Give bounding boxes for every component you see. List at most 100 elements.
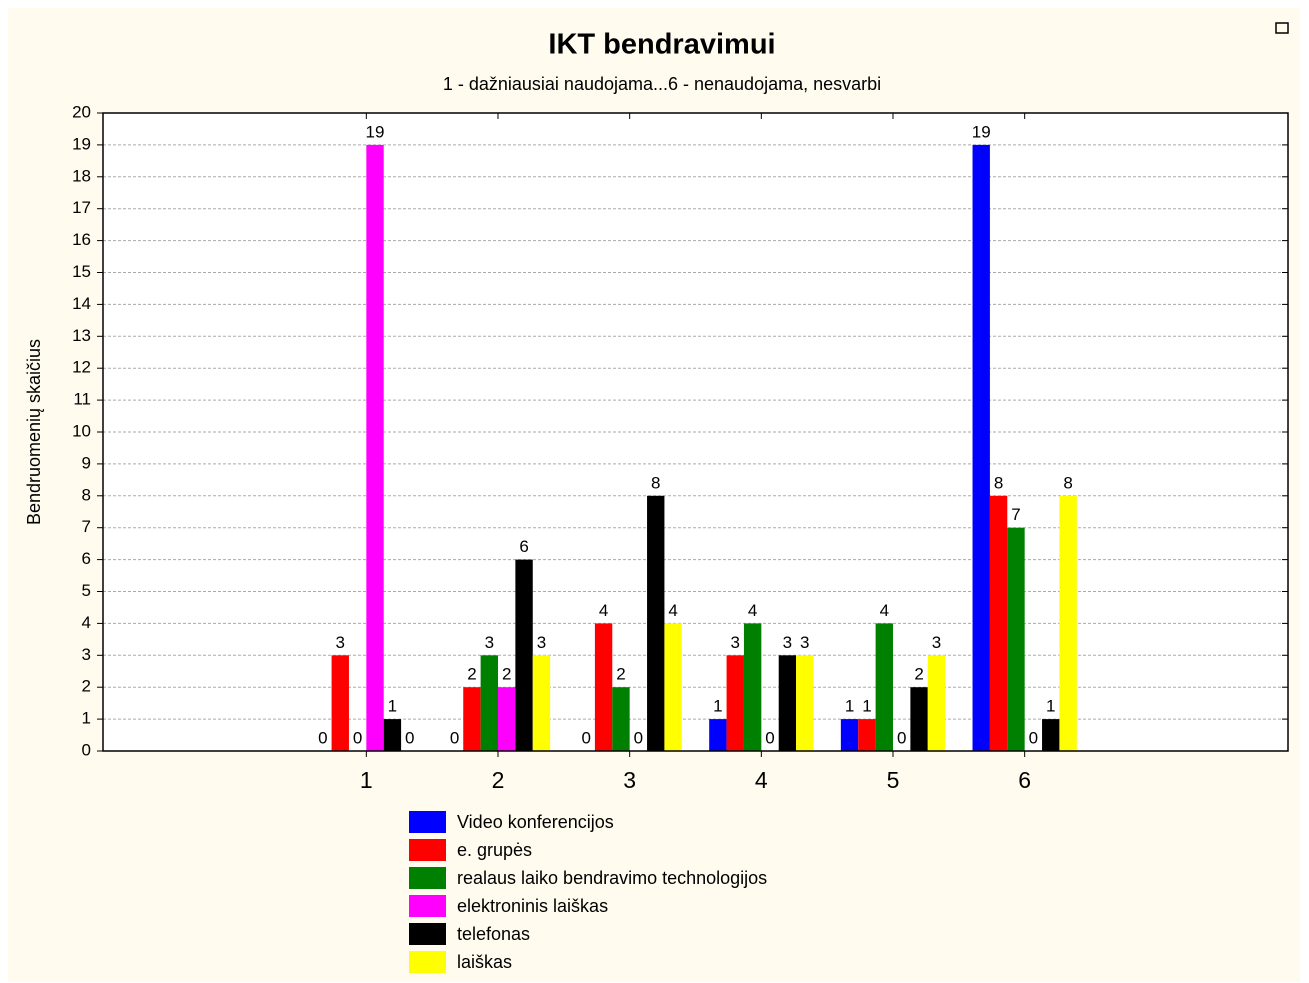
data-label: 0	[897, 728, 906, 747]
plot-frame	[102, 112, 1289, 752]
bar	[778, 655, 797, 751]
legend-swatch	[409, 895, 446, 917]
legend-swatch	[409, 811, 446, 833]
data-label: 3	[783, 633, 792, 652]
data-label: 4	[880, 601, 889, 620]
bar	[612, 687, 630, 751]
bar	[532, 655, 551, 751]
bar	[927, 655, 946, 751]
bar	[726, 655, 744, 751]
bar	[594, 623, 613, 751]
bar	[709, 719, 727, 751]
window-icon	[1275, 22, 1289, 34]
y-tick-label: 7	[82, 517, 91, 536]
bar	[875, 623, 893, 751]
data-label: 3	[336, 633, 345, 652]
y-tick-label: 16	[72, 230, 91, 249]
data-label: 1	[845, 697, 854, 716]
legend-swatch	[409, 867, 446, 889]
data-label: 4	[599, 601, 608, 620]
x-tick-label: 6	[1018, 767, 1031, 793]
y-tick-label: 18	[72, 166, 91, 185]
y-tick-label: 5	[82, 581, 91, 600]
bar	[480, 655, 498, 751]
y-tick-label: 14	[72, 294, 91, 313]
data-label: 4	[668, 601, 677, 620]
y-tick-label: 15	[72, 262, 91, 281]
y-tick-label: 1	[82, 709, 91, 728]
legend-label: telefonas	[457, 924, 530, 944]
data-label: 1	[1046, 697, 1055, 716]
bar	[647, 495, 665, 751]
data-label: 0	[765, 728, 774, 747]
y-tick-label: 19	[72, 134, 91, 153]
data-label: 7	[1011, 505, 1020, 524]
data-label: 8	[651, 473, 660, 492]
y-tick-label: 10	[72, 421, 91, 440]
data-label: 0	[581, 728, 590, 747]
data-label: 0	[353, 728, 362, 747]
data-label: 0	[634, 728, 643, 747]
bar	[1007, 527, 1025, 751]
data-label: 1	[388, 697, 397, 716]
bar	[910, 687, 928, 751]
legend-swatch	[409, 951, 446, 973]
data-label: 3	[731, 633, 740, 652]
data-label: 1	[862, 697, 871, 716]
y-tick-label: 17	[72, 198, 91, 217]
data-label: 3	[537, 633, 546, 652]
legend-label: realaus laiko bendravimo technologijos	[457, 868, 767, 888]
data-label: 2	[467, 665, 476, 684]
data-label: 6	[519, 537, 528, 556]
x-tick-label: 2	[492, 767, 505, 793]
x-tick-label: 3	[623, 767, 636, 793]
x-tick-label: 5	[887, 767, 900, 793]
bar	[1059, 495, 1077, 751]
data-label: 8	[1063, 473, 1072, 492]
y-tick-label: 6	[82, 549, 91, 568]
data-label: 3	[485, 633, 494, 652]
legend-label: elektroninis laiškas	[457, 896, 608, 916]
legend-label: laiškas	[457, 952, 512, 972]
bar	[858, 719, 876, 751]
y-axis-label: Bendruomenių skaičius	[24, 339, 44, 525]
bar	[331, 655, 349, 751]
y-tick-label: 2	[82, 677, 91, 696]
y-tick-label: 12	[72, 358, 91, 377]
data-label: 3	[932, 633, 941, 652]
data-label: 4	[748, 601, 757, 620]
y-tick-label: 8	[82, 485, 91, 504]
y-tick-label: 3	[82, 645, 91, 664]
bar	[366, 144, 384, 751]
x-tick-label: 1	[360, 767, 373, 793]
data-label: 2	[914, 665, 923, 684]
data-label: 19	[972, 122, 991, 141]
bar	[796, 655, 814, 751]
legend-swatch	[409, 839, 446, 861]
y-tick-label: 9	[82, 453, 91, 472]
x-tick-label: 4	[755, 767, 768, 793]
data-label: 3	[800, 633, 809, 652]
bar	[989, 495, 1008, 751]
y-tick-label: 0	[82, 740, 91, 759]
legend-swatch	[409, 923, 446, 945]
y-tick-label: 4	[82, 613, 91, 632]
bar	[840, 719, 859, 751]
data-label: 8	[994, 473, 1003, 492]
data-label: 0	[1029, 728, 1038, 747]
data-label: 1	[713, 697, 722, 716]
bar	[743, 623, 762, 751]
bar	[383, 719, 402, 751]
data-label: 2	[502, 665, 511, 684]
data-label: 0	[318, 728, 327, 747]
legend-label: e. grupės	[457, 840, 532, 860]
data-label: 2	[616, 665, 625, 684]
bar	[972, 144, 990, 751]
bar	[1042, 719, 1060, 751]
data-label: 19	[366, 122, 385, 141]
bar	[463, 687, 481, 751]
bar	[664, 623, 682, 751]
y-tick-label: 11	[73, 390, 91, 409]
legend-label: Video konferencijos	[457, 812, 614, 832]
